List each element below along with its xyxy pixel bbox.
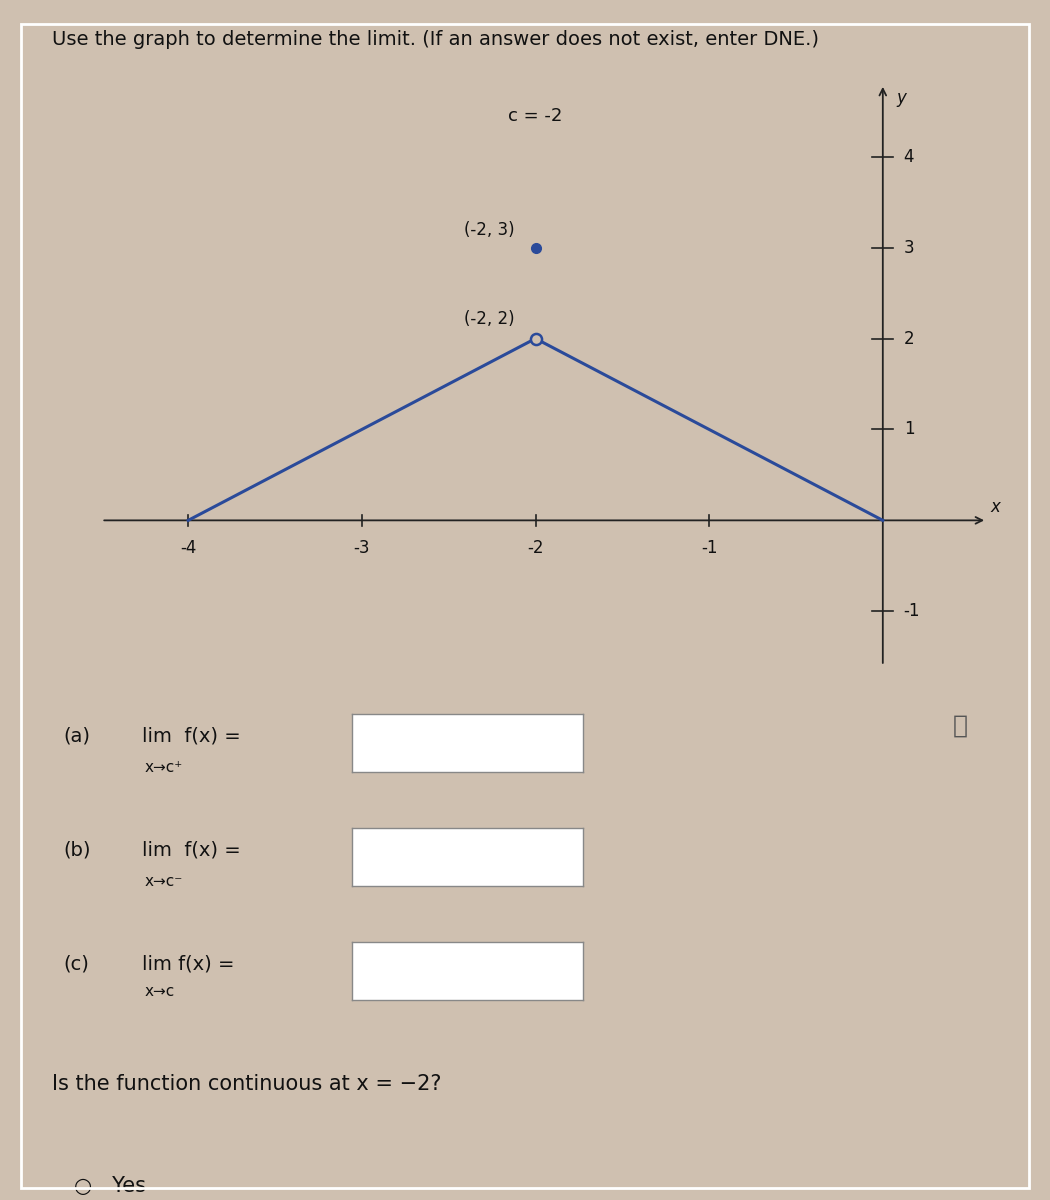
Text: ○   Yes: ○ Yes — [74, 1176, 146, 1196]
Text: 3: 3 — [904, 239, 915, 257]
Text: x: x — [990, 498, 1001, 516]
Text: (a): (a) — [63, 726, 90, 745]
Text: -1: -1 — [904, 602, 920, 620]
Text: c = -2: c = -2 — [508, 107, 563, 125]
Text: (-2, 3): (-2, 3) — [464, 221, 514, 239]
Text: lim  f(x) =: lim f(x) = — [142, 726, 240, 745]
Text: -4: -4 — [180, 539, 196, 557]
Text: -1: -1 — [701, 539, 717, 557]
Text: (b): (b) — [63, 840, 90, 859]
Text: (-2, 2): (-2, 2) — [464, 310, 514, 328]
Text: x→c⁺: x→c⁺ — [145, 760, 183, 775]
Text: ⓘ: ⓘ — [953, 714, 968, 738]
Text: y: y — [897, 89, 906, 107]
Text: -2: -2 — [527, 539, 544, 557]
Text: Is the function continuous at x = −2?: Is the function continuous at x = −2? — [52, 1074, 442, 1094]
Text: 2: 2 — [904, 330, 915, 348]
Text: 4: 4 — [904, 148, 915, 166]
Text: 1: 1 — [904, 420, 915, 438]
Text: x→c: x→c — [145, 984, 175, 998]
Text: lim  f(x) =: lim f(x) = — [142, 840, 240, 859]
Text: (c): (c) — [63, 954, 89, 973]
Text: Use the graph to determine the limit. (If an answer does not exist, enter DNE.): Use the graph to determine the limit. (I… — [52, 30, 819, 49]
Text: lim f(x) =: lim f(x) = — [142, 954, 234, 973]
Text: -3: -3 — [354, 539, 370, 557]
Text: x→c⁻: x→c⁻ — [145, 874, 183, 888]
